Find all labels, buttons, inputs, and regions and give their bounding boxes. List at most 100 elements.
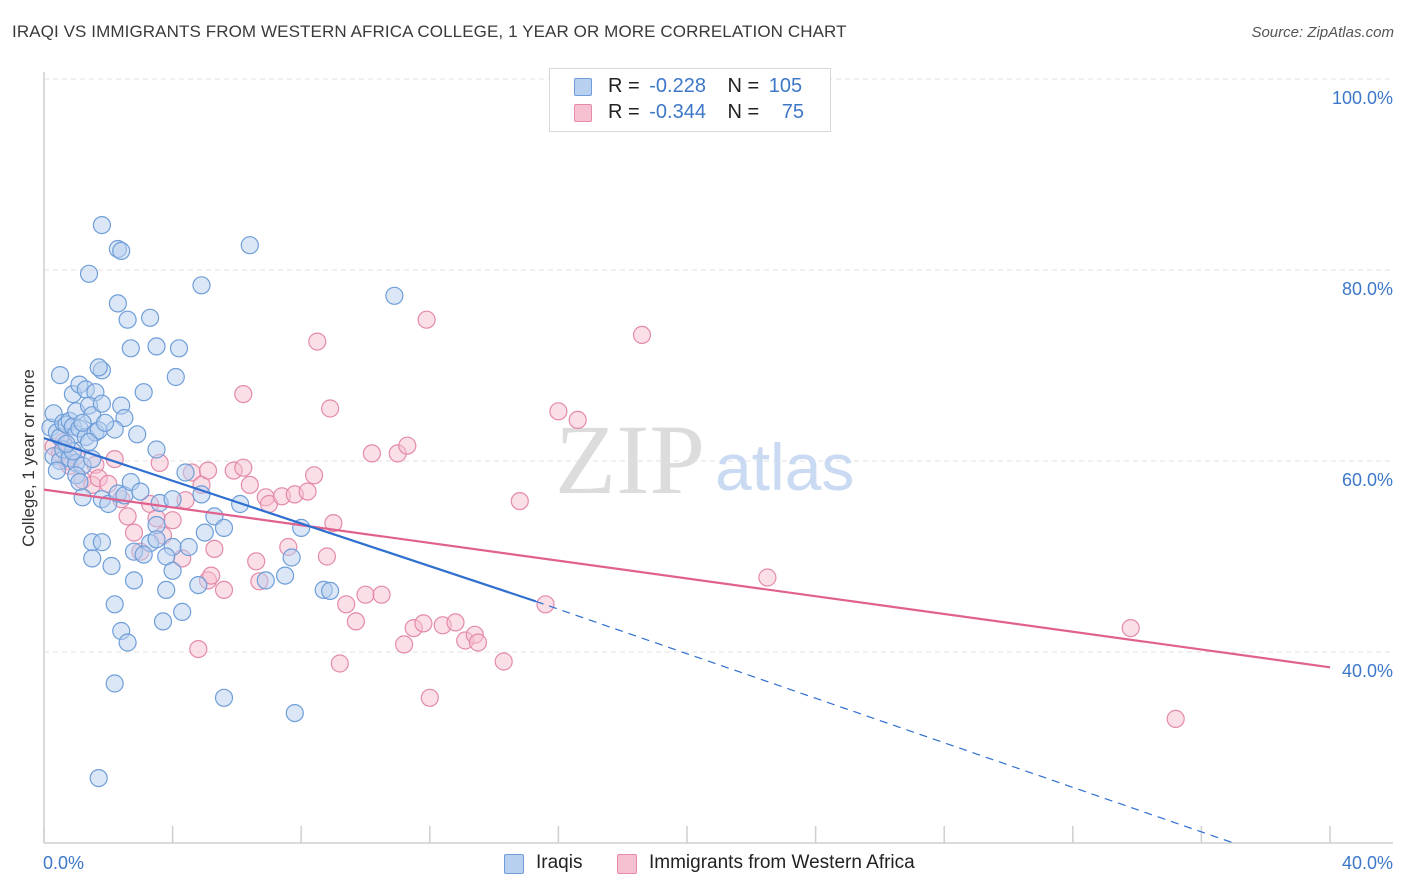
pink-point	[163, 511, 182, 530]
blue-point	[118, 633, 137, 652]
series-legend-label: Immigrants from Western Africa	[649, 852, 915, 873]
pink-point	[1121, 618, 1140, 638]
legend-n-value: 105	[768, 75, 803, 97]
pink-point	[308, 332, 327, 351]
pink-point	[321, 399, 340, 418]
pink-swatch-icon	[574, 104, 592, 122]
pink-point	[362, 444, 381, 463]
series-legend: Iraqis Immigrants from Western Africa	[0, 852, 1406, 878]
blue-point	[147, 530, 166, 549]
pink-point	[398, 436, 417, 455]
blue-point	[141, 308, 160, 327]
pink-point	[337, 595, 356, 614]
blue-point	[124, 571, 144, 590]
blue-point	[173, 602, 192, 622]
pink-point	[346, 612, 365, 631]
pink-point	[468, 633, 488, 652]
pink-point	[124, 523, 144, 542]
chart-title: IRAQI VS IMMIGRANTS FROM WESTERN AFRICA …	[12, 22, 847, 41]
blue-point	[70, 472, 89, 492]
legend-r-label: R =	[608, 75, 640, 97]
x-tick-label-max: 40.0%	[1342, 853, 1393, 873]
pink-point	[330, 654, 349, 673]
pink-point	[205, 539, 224, 559]
blue-point	[166, 367, 185, 387]
blue-point	[108, 294, 128, 313]
blue-point	[134, 383, 153, 402]
blue-point	[285, 703, 304, 723]
blue-point	[282, 548, 301, 567]
blue-point	[385, 286, 404, 305]
blue-point	[92, 394, 112, 413]
blue-swatch-icon	[504, 854, 524, 874]
pink-point	[494, 652, 513, 671]
pink-point	[395, 635, 414, 654]
pink-point	[240, 475, 259, 494]
y-axis-label: College, 1 year or more	[19, 369, 38, 547]
legend-r-label: R =	[608, 101, 640, 123]
pink-point	[372, 585, 391, 604]
blue-point	[240, 236, 259, 255]
pink-point	[214, 580, 234, 600]
pink-point	[305, 466, 324, 485]
blue-trendline	[43, 437, 537, 603]
pink-point	[324, 513, 343, 533]
blue-point	[112, 241, 131, 260]
correlation-legend: R = -0.228 N = 105 R = -0.344 N = 75	[549, 68, 831, 132]
blue-swatch-icon	[574, 78, 592, 96]
pink-point	[198, 461, 218, 480]
pink-point	[1166, 709, 1185, 729]
blue-point	[131, 482, 150, 501]
pink-point	[420, 688, 439, 707]
blue-point	[176, 463, 195, 482]
series-legend-label: Iraqis	[536, 852, 583, 873]
blue-point	[89, 358, 108, 377]
pink-swatch-icon	[617, 854, 637, 874]
pink-point	[446, 613, 465, 632]
blue-point	[128, 425, 147, 444]
legend-r-value: -0.228	[649, 75, 706, 97]
x-tick-label-min: 0.0%	[43, 853, 84, 873]
trendlines	[43, 437, 1331, 844]
pink-point	[202, 566, 221, 585]
pink-point	[118, 507, 137, 526]
blue-point	[83, 549, 102, 568]
blue-point	[195, 523, 214, 542]
blue-point	[179, 537, 198, 557]
blue-point	[73, 413, 92, 432]
blue-point	[73, 488, 92, 507]
blue-trendline-extension	[535, 600, 1234, 844]
pink-point	[632, 325, 652, 344]
blue-point	[105, 595, 124, 614]
blue-point	[214, 688, 234, 707]
pink-point	[317, 547, 336, 566]
legend-n-label: N =	[727, 101, 760, 123]
blue-point	[214, 518, 234, 538]
blue-point	[89, 768, 108, 788]
blue-point	[79, 264, 99, 283]
blue-point	[92, 533, 112, 552]
y-tick-label: 80.0%	[1342, 279, 1393, 299]
pink-point	[758, 568, 777, 587]
blue-point	[92, 216, 112, 235]
blue-point	[50, 366, 70, 385]
pink-point	[189, 639, 208, 659]
source-label: Source: ZipAtlas.com	[1251, 24, 1394, 41]
blue-point	[147, 337, 166, 356]
blue-point	[118, 310, 137, 329]
y-tick-labels: 40.0% 60.0% 80.0% 100.0%	[1332, 88, 1393, 681]
legend-r-value: -0.344	[649, 101, 706, 123]
pink-point	[234, 385, 253, 404]
pink-point	[356, 585, 375, 604]
blue-point	[79, 432, 99, 451]
pink-point	[247, 552, 266, 571]
legend-n-label: N =	[727, 75, 760, 97]
pink-point	[298, 482, 317, 501]
y-tick-label: 100.0%	[1332, 88, 1393, 108]
y-tick-label: 60.0%	[1342, 470, 1393, 490]
pink-point	[549, 402, 568, 421]
pink-point	[510, 492, 529, 511]
blue-point	[95, 413, 115, 432]
x-tick-marks	[43, 826, 1331, 843]
